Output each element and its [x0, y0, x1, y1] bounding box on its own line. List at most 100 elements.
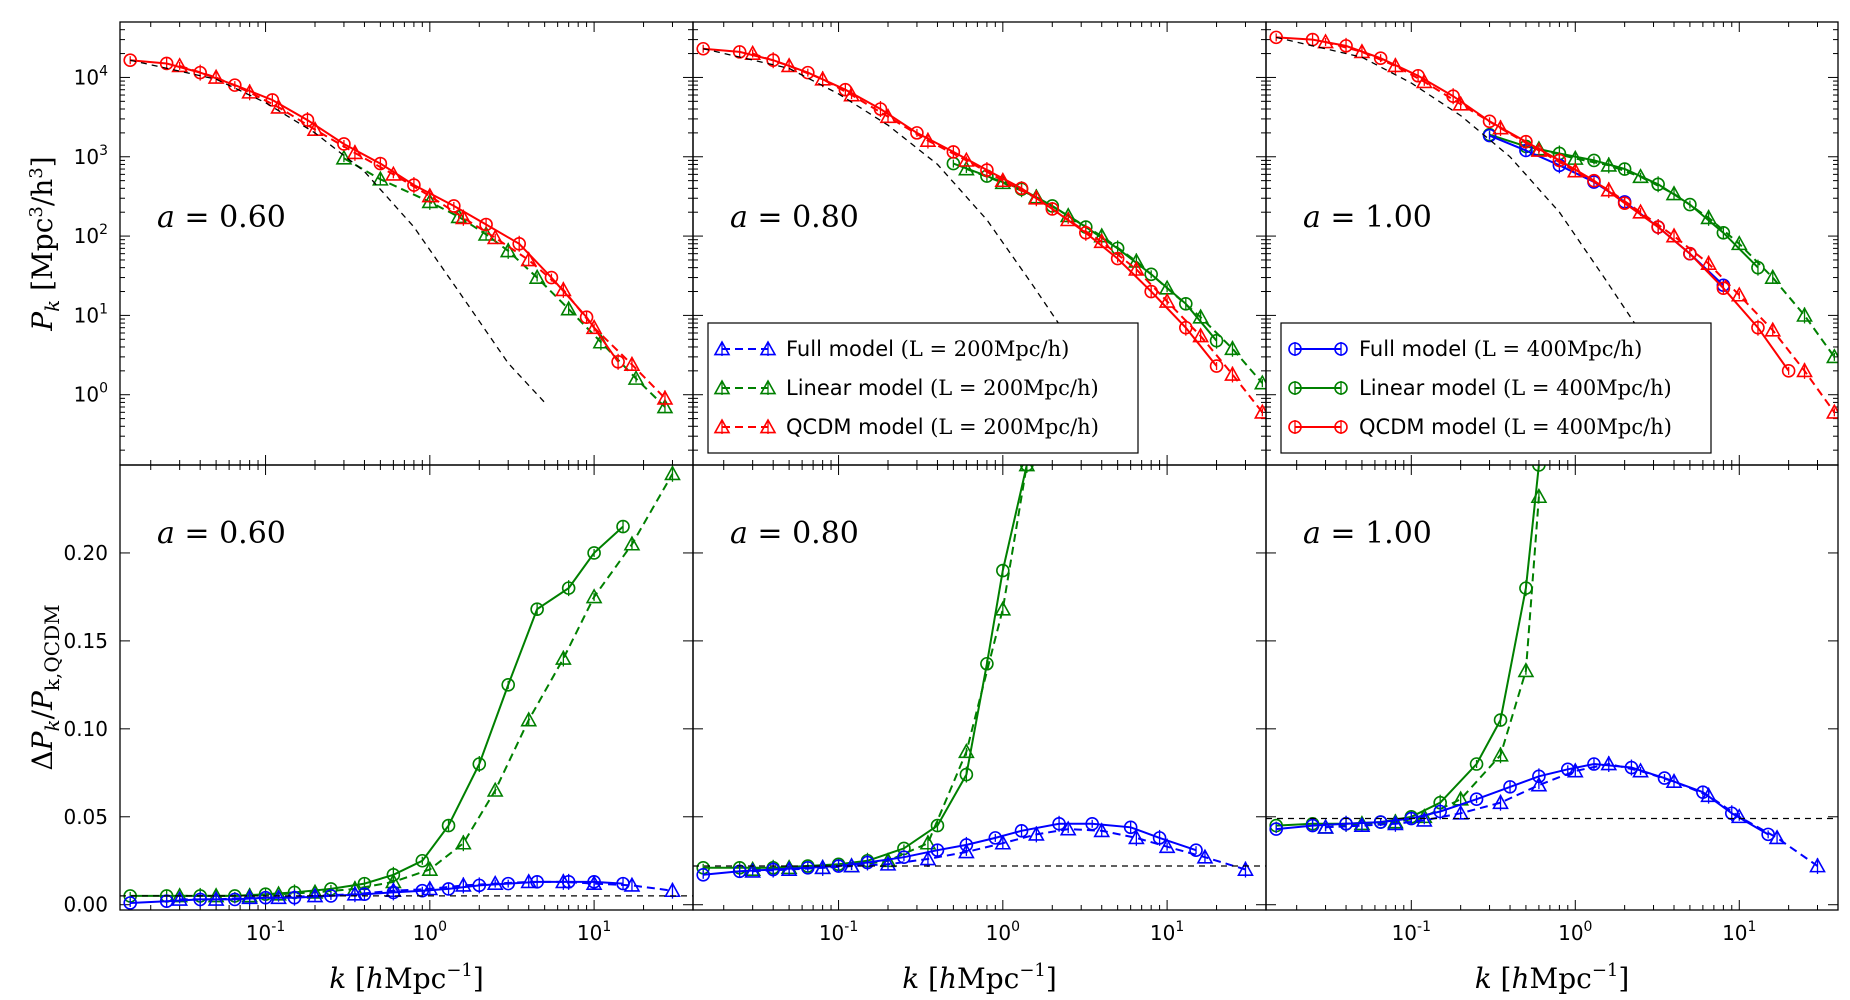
full-data-point [814, 859, 831, 875]
qcdm-data-point [1192, 327, 1209, 343]
linear-data-point [930, 818, 945, 833]
qcdm-data-point [732, 45, 747, 59]
linear-data-point [1730, 235, 1748, 251]
qcdm-data-point [994, 171, 1012, 188]
qcdm-data-point [207, 68, 225, 84]
qcdm-data-point [1482, 114, 1497, 129]
linear-data-point [421, 860, 439, 876]
full-data-point [1128, 829, 1145, 845]
linear-data-point [450, 208, 468, 224]
legend-marker [759, 379, 777, 395]
x-tick-label: 101 [1150, 919, 1184, 945]
linear-data-point [501, 678, 516, 692]
full-data-point [1632, 762, 1649, 778]
full-data-point [454, 876, 472, 892]
full-data-point [860, 855, 875, 870]
full-data-point [385, 882, 402, 898]
full-data-point [1305, 818, 1320, 833]
x-axis-title: k [hMpc−1] [329, 960, 484, 995]
qcdm-data-point [171, 57, 189, 73]
x-tick-label: 10-1 [1392, 919, 1431, 945]
qcdm-data-point [958, 151, 975, 167]
qcdm-data-point [585, 319, 603, 335]
x-tick-label: 10-1 [819, 919, 858, 945]
full-data-point [1317, 818, 1334, 834]
full-data-point [1503, 780, 1517, 794]
panel-bottom-right: 10-1 100 101 a = 1.00 k [hMpc−1] [1265, 464, 1839, 995]
full-data-point [1700, 787, 1717, 803]
qcdm-data-point [801, 65, 815, 80]
full-data-point [919, 850, 937, 866]
series-group [1269, 30, 1838, 419]
qcdm-data-point [407, 178, 421, 192]
legend-marker [759, 418, 777, 434]
linear-series-line [343, 157, 666, 408]
linear-data-point [472, 757, 487, 771]
qcdm-data-point [1209, 359, 1224, 373]
qcdm-data-point [486, 229, 504, 245]
full-data-point [472, 878, 487, 893]
scale-factor-annotation: a = 0.80 [730, 516, 859, 551]
full-data-point [1404, 811, 1419, 826]
qcdm-data-point [1781, 364, 1796, 378]
series-group [120, 465, 693, 910]
full-data-point [732, 864, 747, 879]
y-tick-label: 102 [74, 222, 108, 248]
qcdm-data-point [1665, 227, 1683, 243]
x-tick-label: 100 [986, 919, 1020, 945]
scale-factor-annotation: a = 0.80 [730, 200, 859, 235]
qcdm-data-point [1027, 189, 1045, 205]
full-data-point [1482, 128, 1497, 143]
linear-data-point [555, 649, 572, 665]
full-data-point [1530, 776, 1548, 792]
linear-data-point [585, 588, 603, 604]
full-data-point [421, 880, 439, 896]
qcdm-data-point [980, 163, 994, 177]
linear-data-point [958, 743, 975, 759]
full-data-point [1587, 757, 1601, 771]
qcdm-data-point [1730, 286, 1748, 302]
x-axis-title: k [hMpc−1] [1475, 960, 1630, 995]
full-data-point [958, 843, 975, 859]
y-tick-label: 101 [74, 301, 108, 327]
full-data-point [1730, 808, 1748, 824]
qcdm-data-point [814, 70, 831, 86]
qcdm-data-point [544, 270, 559, 285]
full-data-point [270, 889, 287, 905]
y-tick-label: 0.00 [63, 893, 108, 917]
full-data-point [744, 862, 762, 878]
qcdm-data-point [1530, 141, 1548, 157]
full-data-point [306, 887, 324, 903]
panel-bottom-left: 0.00 0.05 0.10 0.15 0.20 10-1 100 101 a = 0.60 ΔP… [26, 464, 694, 995]
x-tick-label: 101 [577, 919, 611, 945]
legend: Full model (L = 400Mpc/h) Linear model (L… [1280, 322, 1712, 454]
full-data-point [1353, 816, 1371, 832]
qcdm-data-point [1373, 51, 1388, 65]
linear-data-point [1796, 306, 1813, 322]
qcdm-data-point [843, 86, 860, 102]
full-data-point [520, 873, 538, 889]
full-data-point [1761, 827, 1775, 842]
legend-entry-qcdm: QCDM model (L = 400Mpc/h) [1359, 415, 1672, 439]
legend-marker [1334, 342, 1348, 356]
y-tick-label: 0.05 [63, 805, 108, 829]
y-axis-title: Pk [Mpc3/h3] [26, 156, 64, 331]
qcdm-data-point [1566, 162, 1584, 178]
qcdm-data-point [1452, 95, 1470, 111]
linear-data-point [560, 300, 578, 316]
linear-data-point [1192, 308, 1209, 324]
full-data-point [930, 843, 945, 857]
x-tick-label: 10-1 [246, 919, 285, 945]
qcdm-data-point [1617, 196, 1632, 210]
linear-series-line [1538, 148, 1836, 358]
qcdm-data-point [1387, 57, 1404, 73]
qcdm-data-point [1492, 119, 1509, 135]
legend-marker [1288, 420, 1302, 434]
linear-data-point [587, 546, 601, 560]
full-data-point [1566, 762, 1584, 778]
full-data-point [1152, 831, 1167, 845]
linear-series-line [130, 525, 624, 897]
qcdm-series-line [179, 64, 666, 399]
full-data-point [1052, 817, 1066, 831]
